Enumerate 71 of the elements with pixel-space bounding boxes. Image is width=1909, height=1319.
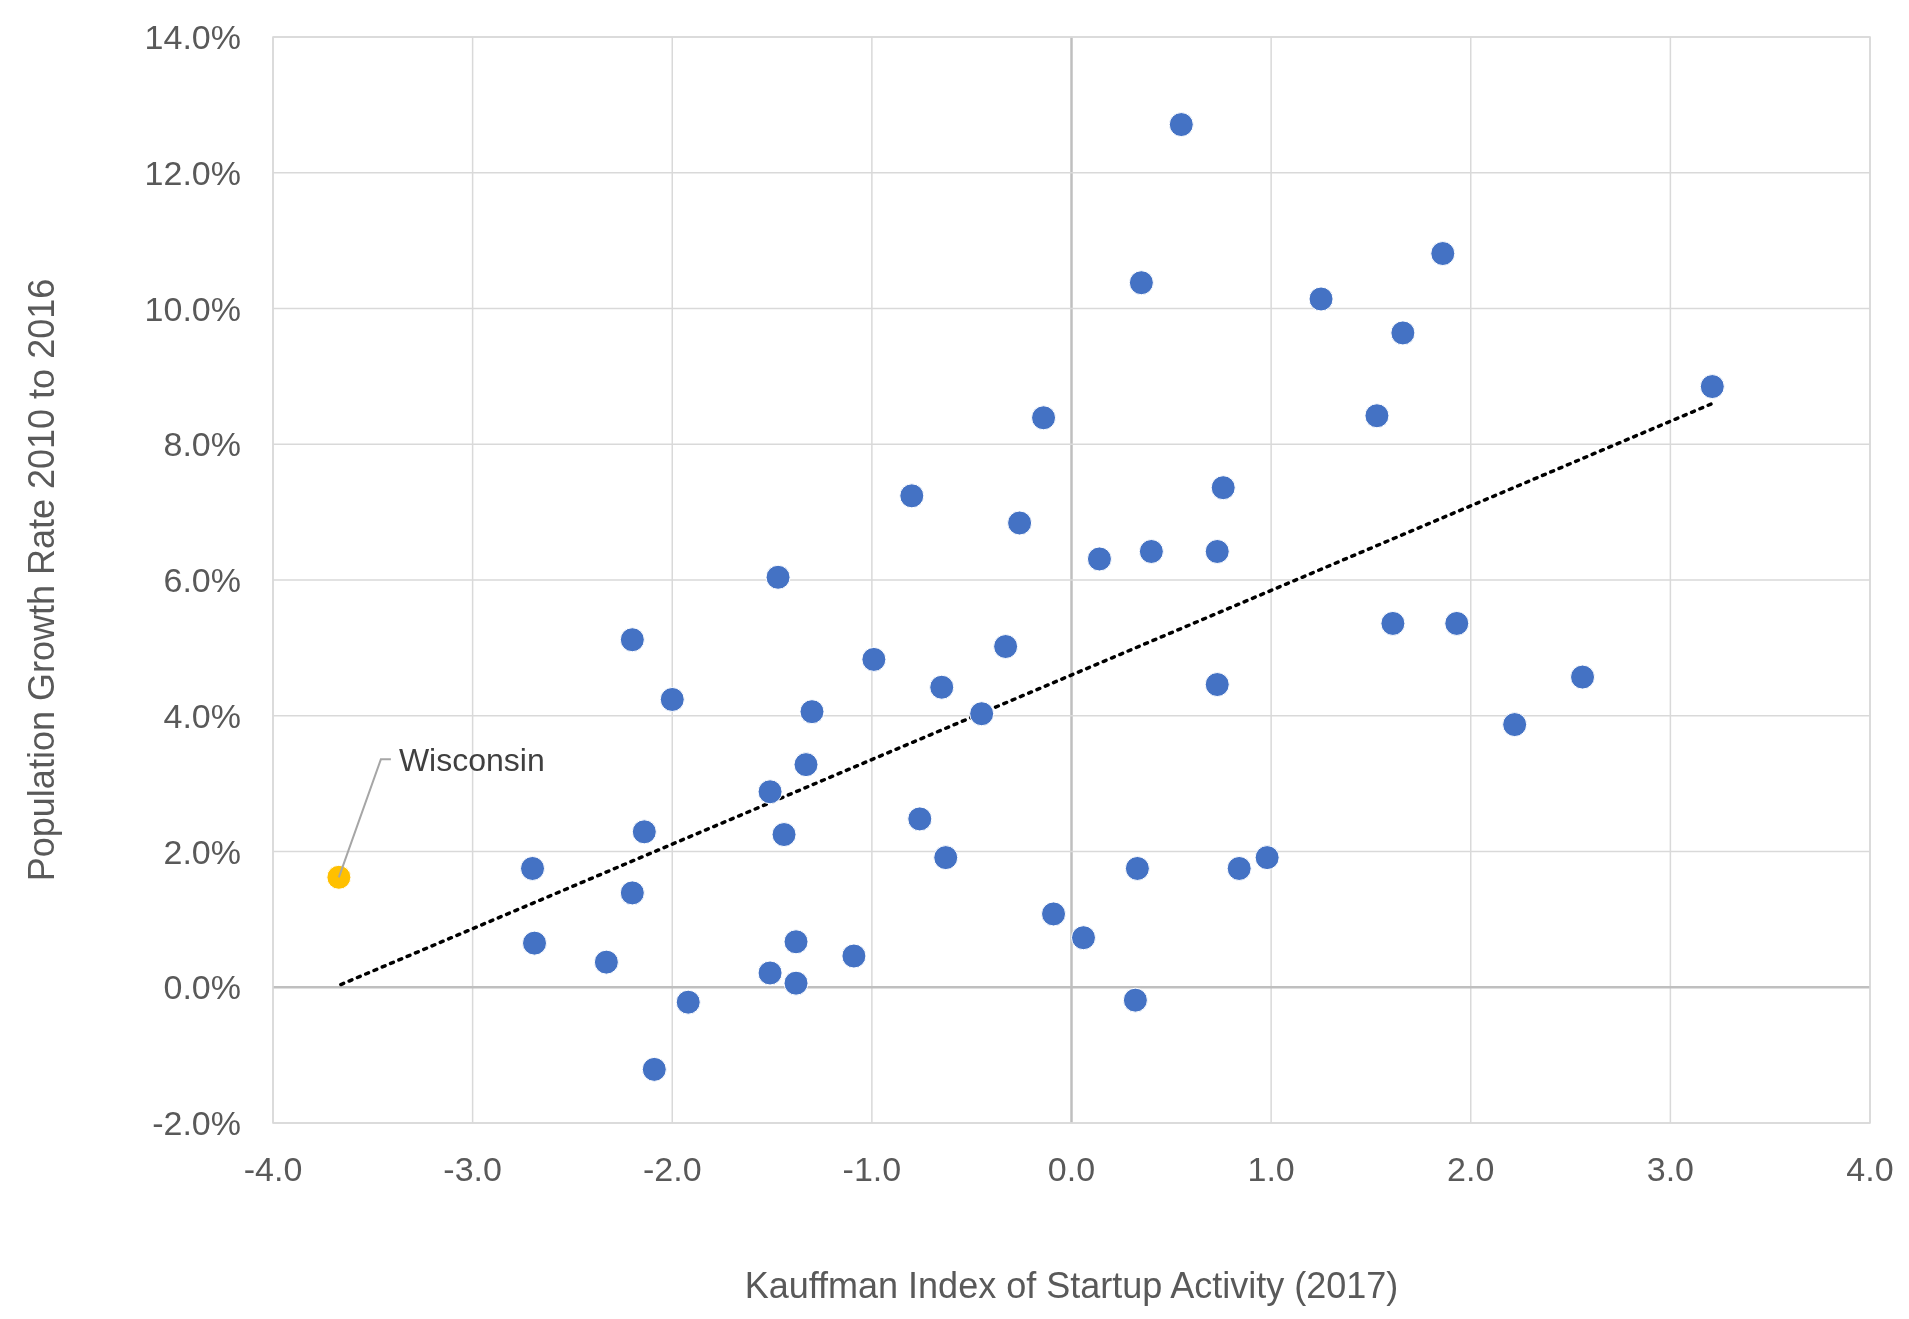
- point: [929, 674, 955, 700]
- x-tick-label: -1.0: [842, 1150, 902, 1188]
- point: [1138, 538, 1164, 564]
- point: [520, 855, 546, 881]
- point: [771, 822, 797, 848]
- point: [326, 864, 352, 890]
- point: [1204, 672, 1230, 698]
- point: [1308, 286, 1334, 312]
- x-tick-label: -2.0: [642, 1150, 702, 1188]
- point: [757, 779, 783, 805]
- point: [783, 929, 809, 955]
- point: [1128, 270, 1154, 296]
- x-tick-label: 3.0: [1646, 1150, 1695, 1188]
- y-tick-label: -2.0%: [152, 1104, 241, 1142]
- point: [899, 483, 925, 509]
- point: [1168, 112, 1194, 138]
- point: [1124, 855, 1150, 881]
- point: [993, 634, 1019, 660]
- y-tick-label: 0.0%: [163, 968, 241, 1007]
- point: [593, 949, 619, 975]
- point: [1070, 925, 1096, 951]
- point: [907, 806, 933, 832]
- point: [1122, 987, 1148, 1013]
- y-tick-label: 6.0%: [163, 561, 241, 599]
- point: [757, 960, 783, 986]
- y-tick-label: 8.0%: [163, 425, 241, 464]
- annotation: Wisconsin: [398, 742, 545, 779]
- point: [1086, 546, 1112, 572]
- point: [675, 989, 701, 1015]
- point: [793, 752, 819, 778]
- point: [522, 930, 548, 956]
- point: [1502, 712, 1528, 738]
- point: [1041, 901, 1067, 927]
- point: [1570, 664, 1596, 690]
- point: [1430, 241, 1456, 267]
- point: [799, 699, 825, 725]
- y-tick-label: 4.0%: [163, 696, 241, 735]
- point: [783, 970, 809, 996]
- x-tick-label: 1.0: [1247, 1150, 1295, 1188]
- x-tick-label: 4.0: [1846, 1150, 1894, 1188]
- point: [861, 646, 887, 672]
- point: [1380, 610, 1406, 636]
- y-tick-label: 10.0%: [144, 289, 241, 328]
- point: [765, 564, 791, 590]
- point: [1699, 374, 1725, 400]
- point: [619, 627, 645, 653]
- point: [841, 943, 867, 969]
- x-tick-label: -4.0: [243, 1150, 303, 1188]
- y-tick-label: 2.0%: [163, 832, 241, 871]
- point: [1364, 403, 1390, 429]
- point: [1444, 610, 1470, 636]
- point: [933, 845, 959, 871]
- point: [1390, 320, 1416, 346]
- point: [969, 701, 995, 727]
- x-tick-label: 2.0: [1447, 1150, 1495, 1188]
- x-tick-label: 0.0: [1047, 1150, 1096, 1188]
- y-tick-label: 12.0%: [144, 153, 241, 192]
- point: [619, 880, 645, 906]
- point: [1254, 845, 1280, 871]
- y-axis-title: Population Growth Rate 2010 to 2016: [21, 278, 62, 882]
- point: [1007, 510, 1033, 536]
- point: [1210, 475, 1236, 501]
- x-axis-title: Kauffman Index of Startup Activity (2017): [744, 1265, 1399, 1306]
- point: [1031, 405, 1057, 431]
- point: [1204, 538, 1230, 564]
- y-tick-label: 14.0%: [144, 18, 241, 56]
- point: [1226, 855, 1252, 881]
- point: [631, 819, 657, 845]
- point: [641, 1056, 667, 1082]
- point: [659, 686, 685, 712]
- x-tick-label: -3.0: [443, 1150, 502, 1188]
